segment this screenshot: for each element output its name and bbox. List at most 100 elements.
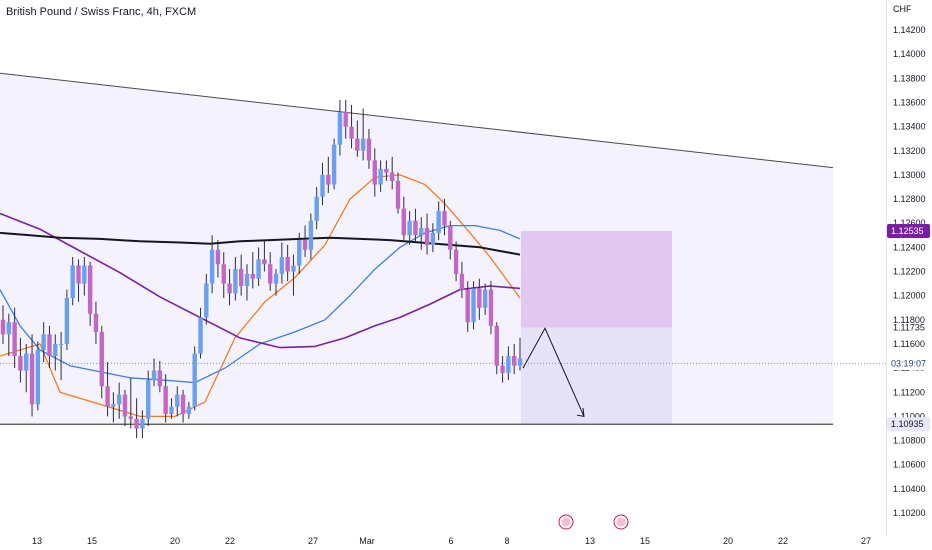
candle-body <box>279 257 285 274</box>
event-marker-inner <box>616 517 626 527</box>
candle-body <box>105 386 110 407</box>
candle-body <box>453 249 459 274</box>
candle-body <box>47 334 52 357</box>
candle-body <box>244 273 250 286</box>
candle-body <box>256 259 261 279</box>
candle-body <box>12 322 17 357</box>
y-tick-label: 1.12600 <box>893 218 926 228</box>
candle-body <box>93 313 99 332</box>
candle-body <box>221 264 226 284</box>
candle-body <box>64 298 70 344</box>
candle-body <box>76 265 81 284</box>
candle-body <box>511 356 517 366</box>
candle-body <box>238 269 244 286</box>
candle-body <box>424 228 430 245</box>
y-tick-label: 1.11600 <box>893 339 925 349</box>
candle-body <box>401 208 407 236</box>
tp-price-label: 1.11735 <box>893 323 925 333</box>
x-tick-label: 22 <box>225 536 235 546</box>
candle-body <box>122 394 128 417</box>
x-tick-label: 13 <box>32 536 42 546</box>
candle-body <box>442 211 447 226</box>
candle-body <box>372 160 377 185</box>
channel-area <box>0 73 833 425</box>
candle-body <box>18 356 23 371</box>
price-badge: 1.12535 <box>891 226 924 236</box>
candle-body <box>175 394 180 407</box>
y-tick-label: 1.12000 <box>893 291 926 301</box>
candle-body <box>157 370 163 387</box>
candle-body <box>302 240 308 250</box>
x-tick-label: 22 <box>778 536 788 546</box>
y-tick-label: 1.11800 <box>893 315 925 325</box>
stop-loss-zone <box>521 231 672 328</box>
candle-body <box>500 365 505 373</box>
candle-body <box>331 144 337 185</box>
chart-title: British Pound / Swiss Franc, 4h, FXCM <box>6 6 197 18</box>
candle-body <box>24 353 29 371</box>
candle-body <box>308 220 314 250</box>
candle-body <box>250 273 255 279</box>
x-tick-label: 8 <box>504 536 509 546</box>
ema-slow-line <box>0 212 521 349</box>
candle-body <box>482 289 488 308</box>
candle-body <box>488 289 494 326</box>
candle-body <box>448 225 453 250</box>
x-tick-label: Mar <box>359 536 375 546</box>
support-price-label: 1.10935 <box>891 419 924 429</box>
candle-body <box>430 232 436 245</box>
ema-long-line <box>0 231 521 256</box>
take-profit-zone <box>521 327 672 425</box>
y-tick-label: 1.14000 <box>893 49 926 59</box>
y-tick-label: 1.13600 <box>893 97 926 107</box>
candle-body <box>349 126 354 139</box>
x-tick-label: 15 <box>87 536 97 546</box>
y-tick-label: 1.13800 <box>893 73 926 83</box>
candle-body <box>140 418 145 429</box>
ema-mid-line <box>0 224 521 384</box>
y-tick-label: 1.12800 <box>893 194 926 204</box>
arrow-head <box>576 407 585 418</box>
countdown-badge-bg <box>887 356 930 371</box>
x-tick-label: 20 <box>170 536 180 546</box>
y-tick-label: 1.10400 <box>893 484 926 494</box>
candle-body <box>186 406 192 414</box>
y-tick-label: 1.10200 <box>893 508 926 518</box>
x-tick-label: 15 <box>640 536 650 546</box>
y-tick-label: 1.12400 <box>893 242 926 252</box>
projection-arrow <box>522 327 585 417</box>
candle-body <box>366 138 372 161</box>
candle-body <box>163 386 168 414</box>
y-tick-label: 1.11200 <box>893 387 925 397</box>
candle-body <box>390 172 395 181</box>
resistance-trendline <box>0 72 834 169</box>
candle-body <box>360 138 366 151</box>
axis-currency-label: CHF <box>893 4 912 14</box>
candle-body <box>297 240 302 266</box>
y-tick-label: 1.13200 <box>893 146 926 156</box>
candle-body <box>355 138 360 151</box>
candle-body <box>53 343 58 357</box>
candle-body <box>128 416 133 419</box>
y-tick-label: 1.12200 <box>893 267 926 277</box>
candle-body <box>116 394 122 405</box>
candle-body <box>6 322 12 335</box>
candle-body <box>273 273 279 284</box>
candle-body <box>146 380 151 419</box>
candle-body <box>198 317 203 354</box>
candle-body <box>285 257 290 272</box>
candle-body <box>494 325 499 366</box>
y-tick-label: 1.14200 <box>893 25 926 35</box>
candle-body <box>70 265 75 299</box>
y-tick-label: 1.11000 <box>893 411 925 421</box>
candle-body <box>268 264 273 284</box>
x-tick-label: 20 <box>723 536 733 546</box>
candle-body <box>320 174 325 197</box>
candle-body <box>465 289 470 323</box>
candle-body <box>215 249 221 265</box>
candle-body <box>233 269 238 294</box>
candle-body <box>0 319 6 335</box>
candle-body <box>82 265 87 284</box>
candle-body <box>517 358 523 366</box>
